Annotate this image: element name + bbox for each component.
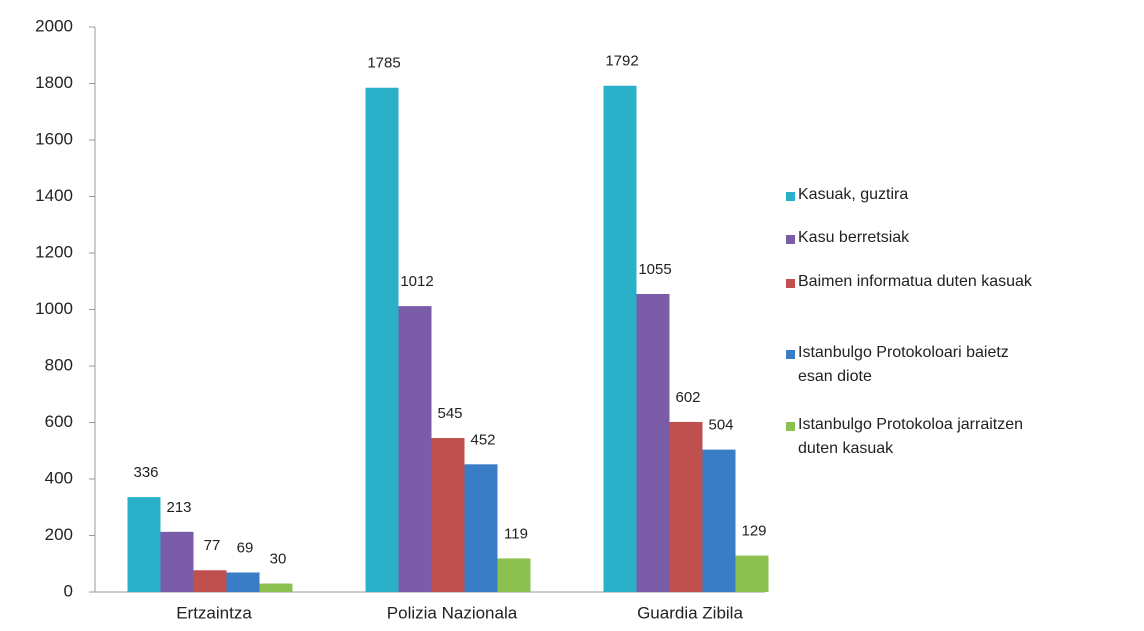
value-label: 30	[270, 550, 287, 567]
value-label: 213	[166, 499, 191, 516]
bar	[636, 293, 670, 592]
y-tick-label: 1600	[35, 129, 73, 148]
bar	[603, 85, 637, 592]
legend-swatch	[786, 235, 795, 244]
legend-label: Istanbulgo Protokoloa jarraitzen duten k…	[798, 416, 1024, 457]
bar	[431, 438, 465, 592]
legend-label: Kasuak, guztira	[798, 186, 909, 203]
value-label: 452	[470, 431, 495, 448]
y-tick-label: 400	[45, 468, 73, 487]
value-label: 119	[504, 525, 528, 542]
bar	[226, 572, 260, 592]
bar	[398, 306, 432, 592]
bar	[497, 558, 531, 592]
value-label: 69	[237, 539, 254, 556]
y-tick-label: 1200	[35, 242, 73, 261]
legend-swatch	[786, 422, 795, 431]
legend-item: Kasuak, guztira	[786, 183, 908, 207]
bar	[259, 583, 293, 592]
x-tick-label: Guardia Zibila	[637, 603, 743, 622]
bar	[365, 87, 399, 593]
value-label: 129	[741, 523, 766, 540]
legend-label: Baimen informatua duten kasuak	[798, 273, 1032, 290]
y-tick-label: 600	[45, 412, 73, 431]
legend-label: Istanbulgo Protokoloari baietz esan diot…	[798, 344, 1009, 385]
legend-swatch	[786, 350, 795, 359]
bar	[735, 555, 769, 592]
y-tick-label: 0	[64, 581, 73, 600]
x-tick-label: Polizia Nazionala	[387, 603, 518, 622]
legend-swatch	[786, 192, 795, 201]
value-label: 1012	[400, 273, 433, 290]
legend-item: Baimen informatua duten kasuak	[786, 270, 1032, 294]
bar	[160, 531, 194, 592]
bar	[127, 497, 161, 592]
value-label: 602	[675, 389, 700, 406]
legend-item: Kasu berretsiak	[786, 226, 909, 250]
y-tick-label: 200	[45, 525, 73, 544]
y-tick-label: 800	[45, 355, 73, 374]
value-label: 1055	[638, 261, 671, 278]
y-tick-label: 2000	[35, 16, 73, 35]
y-tick-label: 1800	[35, 73, 73, 92]
value-label: 77	[204, 537, 221, 554]
bar	[669, 421, 703, 592]
y-tick-label: 1000	[35, 299, 73, 318]
y-tick-label: 1400	[35, 186, 73, 205]
value-label: 336	[133, 464, 158, 481]
x-tick-label: Ertzaintza	[176, 603, 252, 622]
bar	[464, 464, 498, 592]
value-label: 1785	[367, 55, 400, 72]
legend-item: Istanbulgo Protokoloari baietz esan diot…	[786, 341, 1009, 389]
bar	[702, 449, 736, 592]
value-label: 545	[437, 405, 462, 422]
bar	[193, 570, 227, 592]
legend-swatch	[786, 279, 795, 288]
legend-label: Kasu berretsiak	[798, 229, 910, 246]
value-label: 504	[708, 417, 733, 434]
value-label: 1792	[605, 53, 638, 70]
legend-item: Istanbulgo Protokoloa jarraitzen duten k…	[786, 413, 1023, 461]
